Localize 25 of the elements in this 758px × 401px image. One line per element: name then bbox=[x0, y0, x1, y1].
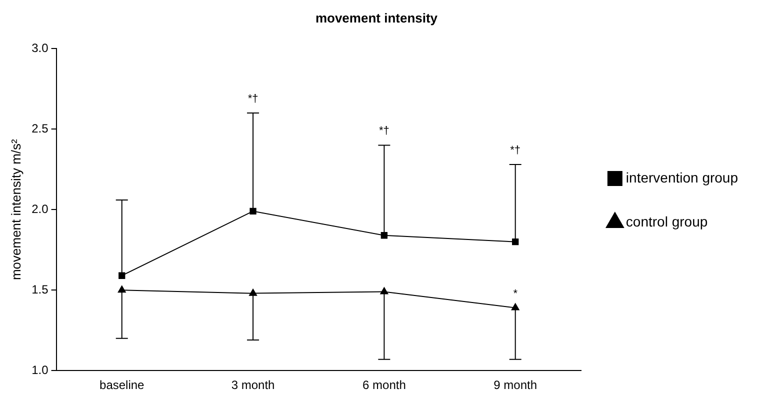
point bbox=[511, 303, 520, 310]
point bbox=[380, 287, 388, 294]
y-tick-label: 2.5 bbox=[32, 121, 49, 136]
x-tick-label: 6 month bbox=[362, 378, 406, 392]
y-tick-label: 1.0 bbox=[32, 362, 49, 377]
annotation: *† bbox=[378, 125, 390, 138]
point bbox=[380, 232, 388, 239]
y-tick-label: 2.0 bbox=[32, 202, 49, 216]
y-tick-label: 1.5 bbox=[32, 282, 49, 296]
annotation: * bbox=[513, 288, 518, 300]
annotation: *† bbox=[510, 144, 521, 157]
x-tick-label: 3 month bbox=[231, 378, 275, 392]
x-tick-label: baseline bbox=[100, 378, 145, 392]
chart-title: movement intensity bbox=[315, 10, 438, 26]
point bbox=[250, 208, 256, 215]
y-tick-label: 3.0 bbox=[32, 40, 49, 55]
point bbox=[118, 272, 126, 279]
x-tick-label: 9 month bbox=[494, 378, 538, 392]
point bbox=[512, 238, 519, 246]
legend-label: intervention group bbox=[626, 169, 738, 186]
legend-label: control group bbox=[626, 213, 708, 230]
y-axis-title: movement intensity m/s² bbox=[8, 138, 24, 280]
annotation: *† bbox=[248, 93, 258, 106]
point bbox=[249, 288, 257, 296]
point bbox=[118, 286, 126, 293]
